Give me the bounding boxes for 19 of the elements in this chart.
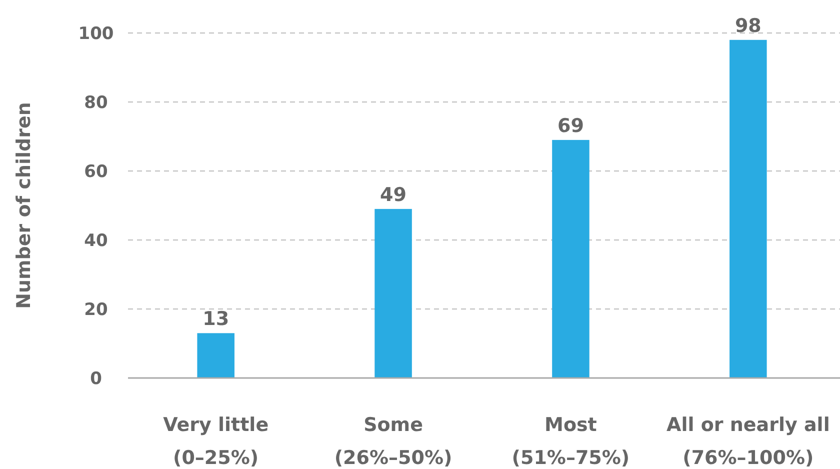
x-tick-label: Very little (0–25%) (163, 414, 269, 469)
x-tick-label: Some (26%–50%) (334, 414, 452, 469)
data-label: 98 (734, 14, 762, 37)
x-tick-label: All or nearly all (76%–100%) (666, 414, 830, 469)
y-tick-label: 100 (78, 24, 114, 44)
bar (552, 140, 590, 378)
y-tick-label: 0 (90, 368, 102, 389)
bar (730, 40, 767, 378)
bar (374, 208, 412, 378)
data-label: 13 (202, 308, 230, 330)
y-axis-title: Number of children (13, 102, 35, 309)
y-tick-label: 20 (84, 300, 108, 320)
data-label: 49 (380, 184, 407, 206)
x-tick-label: Most (51%–75%) (512, 414, 630, 469)
data-label: 69 (557, 114, 584, 137)
bar (197, 333, 234, 378)
y-tick-label: 40 (84, 230, 108, 251)
y-tick-label: 60 (84, 162, 108, 182)
y-tick-label: 80 (84, 92, 108, 113)
